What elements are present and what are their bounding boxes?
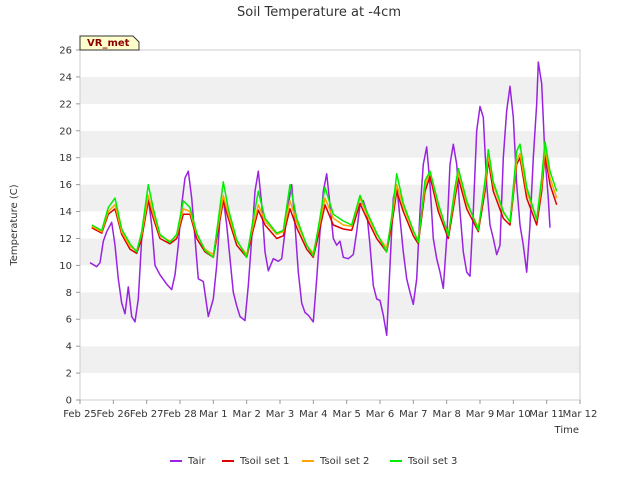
grid-band bbox=[80, 130, 580, 158]
y-tick-label: 26 bbox=[59, 46, 72, 57]
x-tick-label: Mar 11 bbox=[529, 409, 564, 420]
grid-band bbox=[80, 292, 580, 320]
y-tick-label: 8 bbox=[66, 288, 72, 299]
grid-band bbox=[80, 346, 580, 374]
y-tick-label: 16 bbox=[59, 180, 72, 191]
legend-label: Tair bbox=[187, 456, 206, 467]
x-tick-label: Feb 27 bbox=[130, 409, 164, 420]
x-tick-label: Mar 1 bbox=[199, 409, 227, 420]
y-tick-label: 6 bbox=[66, 315, 72, 326]
x-tick-label: Mar 2 bbox=[232, 409, 260, 420]
x-tick-label: Mar 10 bbox=[496, 409, 531, 420]
x-tick-label: Feb 28 bbox=[163, 409, 197, 420]
x-tick-label: Mar 6 bbox=[366, 409, 394, 420]
plot-frame bbox=[79, 49, 581, 401]
legend-label: Tsoil set 1 bbox=[239, 456, 289, 467]
y-tick-label: 4 bbox=[66, 342, 72, 353]
x-tick-label: Mar 5 bbox=[332, 409, 360, 420]
x-tick-label: Feb 26 bbox=[97, 409, 131, 420]
grid-band bbox=[80, 319, 580, 347]
y-tick-label: 14 bbox=[59, 207, 72, 218]
grid-band bbox=[80, 157, 580, 185]
x-tick-label: Mar 9 bbox=[466, 409, 494, 420]
grid-band bbox=[80, 50, 580, 77]
series-line-tsoil-set-3 bbox=[91, 140, 558, 259]
series-lines bbox=[89, 61, 558, 337]
legend: Tair Tsoil set 1 Tsoil set 2 Tsoil set 3 bbox=[170, 456, 457, 467]
badge-label: VR_met bbox=[87, 38, 130, 49]
grid-band bbox=[80, 265, 580, 293]
grid-band bbox=[80, 373, 580, 400]
x-tick-label: Mar 12 bbox=[563, 409, 598, 420]
x-tick-label: Mar 3 bbox=[266, 409, 294, 420]
chart-title: Soil Temperature at -4cm bbox=[237, 5, 401, 20]
legend-label: Tsoil set 3 bbox=[407, 456, 457, 467]
badge-shape bbox=[79, 35, 140, 51]
y-tick-label: 18 bbox=[59, 153, 72, 164]
y-tick-label: 24 bbox=[59, 72, 72, 83]
x-tick-label: Mar 4 bbox=[299, 409, 327, 420]
legend-label: Tsoil set 2 bbox=[319, 456, 369, 467]
x-axis-label: Time bbox=[554, 425, 579, 436]
y-tick-label: 12 bbox=[59, 234, 72, 245]
y-tick-label: 22 bbox=[59, 99, 72, 110]
x-tick-label: Feb 25 bbox=[63, 409, 97, 420]
x-tick-label: Mar 8 bbox=[432, 409, 460, 420]
y-tick-label: 2 bbox=[66, 369, 72, 380]
y-tick-label: 0 bbox=[66, 396, 72, 407]
y-axis-label: Temperature (C) bbox=[9, 184, 20, 266]
x-axis-ticks: Feb 25 Feb 26 Feb 27 Feb 28 Mar 1 Mar 2 Mar 3 M… bbox=[63, 400, 597, 420]
y-tick-label: 10 bbox=[59, 261, 72, 272]
grid-band bbox=[80, 103, 580, 131]
station-badge: VR_met bbox=[79, 35, 140, 51]
grid-band bbox=[80, 76, 580, 104]
y-tick-label: 20 bbox=[59, 126, 72, 137]
x-tick-label: Mar 7 bbox=[399, 409, 427, 420]
